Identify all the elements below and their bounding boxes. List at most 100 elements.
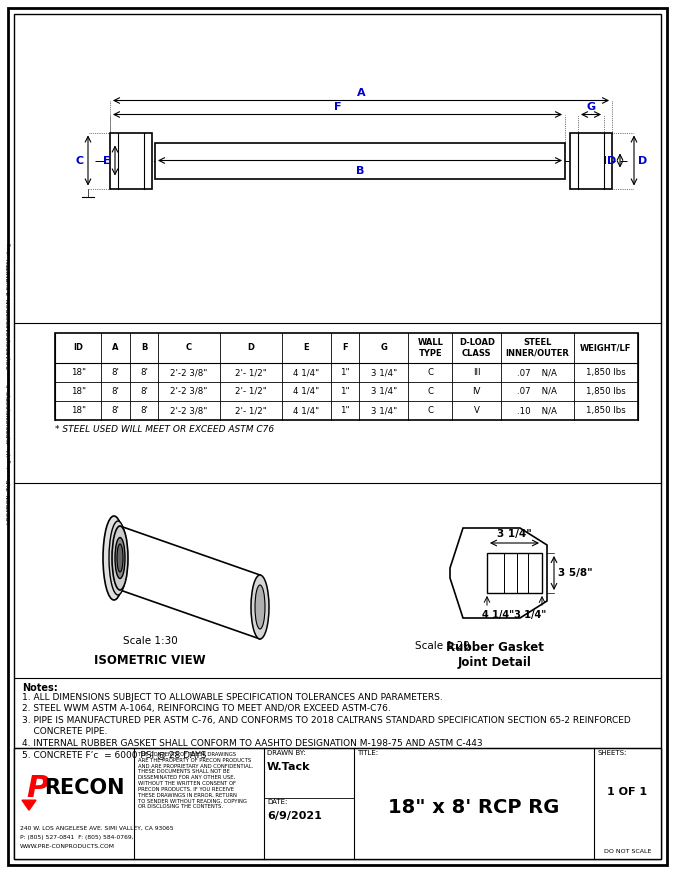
Text: 1": 1"	[340, 406, 350, 415]
Text: C: C	[427, 368, 433, 377]
Text: D: D	[638, 155, 647, 166]
Text: 4 1/4": 4 1/4"	[294, 368, 320, 377]
Bar	[110, 133, 152, 189]
Text: 2'- 1/2": 2'- 1/2"	[235, 368, 267, 377]
Ellipse shape	[251, 575, 269, 639]
Ellipse shape	[115, 538, 125, 579]
Text: III: III	[473, 368, 481, 377]
Text: .10    N/A: .10 N/A	[518, 406, 558, 415]
Text: 1,850 lbs: 1,850 lbs	[586, 368, 626, 377]
Text: G: G	[381, 343, 387, 353]
Text: WWW.PRE-CONPRODUCTS.COM: WWW.PRE-CONPRODUCTS.COM	[20, 843, 115, 849]
Text: V: V	[474, 406, 480, 415]
Text: 4 1/4"3 1/4": 4 1/4"3 1/4"	[483, 610, 547, 620]
Text: * STEEL USED WILL MEET OR EXCEED ASTM C76: * STEEL USED WILL MEET OR EXCEED ASTM C7…	[55, 425, 274, 434]
Ellipse shape	[112, 526, 128, 590]
Text: W.Tack: W.Tack	[267, 762, 310, 772]
Text: 18": 18"	[71, 406, 86, 415]
Text: IV: IV	[472, 387, 481, 396]
Text: 2'-2 3/8": 2'-2 3/8"	[171, 368, 208, 377]
Text: 18" x 8' RCP RG: 18" x 8' RCP RG	[388, 798, 560, 817]
Text: 240 W. LOS ANGELESE AVE. SIMI VALLEY, CA 93065: 240 W. LOS ANGELESE AVE. SIMI VALLEY, CA…	[20, 826, 173, 831]
Text: 18": 18"	[71, 387, 86, 396]
Text: DRAWN BY:: DRAWN BY:	[267, 750, 306, 756]
Text: 3 1/4": 3 1/4"	[371, 387, 397, 396]
Text: 3 1/4": 3 1/4"	[371, 368, 397, 377]
Bar	[14, 748, 661, 859]
Text: 6/9/2021: 6/9/2021	[267, 811, 322, 821]
Ellipse shape	[109, 521, 127, 595]
Bar	[55, 333, 638, 420]
Text: Notes:: Notes:	[22, 683, 58, 693]
Text: C: C	[427, 406, 433, 415]
Text: B: B	[141, 343, 147, 353]
Text: C: C	[186, 343, 192, 353]
Text: F: F	[342, 343, 348, 353]
Text: 1 OF 1: 1 OF 1	[608, 787, 647, 797]
Text: DATE:: DATE:	[267, 799, 288, 805]
Bar	[570, 133, 612, 189]
Ellipse shape	[103, 516, 125, 600]
Text: WEIGHT/LF: WEIGHT/LF	[580, 343, 631, 353]
Text: 3 1/4": 3 1/4"	[497, 529, 532, 539]
Text: STEEL
INNER/OUTER: STEEL INNER/OUTER	[506, 339, 569, 358]
Ellipse shape	[255, 585, 265, 629]
Text: 1. ALL DIMENSIONS SUBJECT TO ALLOWABLE SPECIFICATION TOLERANCES AND PARAMETERS.: 1. ALL DIMENSIONS SUBJECT TO ALLOWABLE S…	[22, 693, 443, 702]
Text: ID: ID	[603, 155, 616, 166]
Text: 8': 8'	[140, 387, 148, 396]
Text: 2'-2 3/8": 2'-2 3/8"	[171, 406, 208, 415]
Text: P: (805) 527-0841  F: (805) 584-0769,: P: (805) 527-0841 F: (805) 584-0769,	[20, 835, 134, 840]
Text: A: A	[356, 87, 365, 98]
Text: G: G	[587, 101, 595, 112]
Text: E: E	[304, 343, 309, 353]
Text: RECON: RECON	[44, 778, 124, 798]
Text: 4 1/4": 4 1/4"	[294, 406, 320, 415]
Text: 8': 8'	[111, 368, 119, 377]
Ellipse shape	[117, 544, 123, 572]
Text: SHEETS:: SHEETS:	[597, 750, 626, 756]
Text: 2. STEEL WWM ASTM A-1064, REINFORCING TO MEET AND/OR EXCEED ASTM-C76.: 2. STEEL WWM ASTM A-1064, REINFORCING TO…	[22, 705, 391, 713]
Text: C: C	[427, 387, 433, 396]
Text: 8': 8'	[140, 368, 148, 377]
Text: B: B	[356, 166, 365, 175]
Text: WALL
TYPE: WALL TYPE	[417, 339, 443, 358]
Polygon shape	[450, 528, 547, 618]
Text: DO NOT SCALE: DO NOT SCALE	[604, 849, 651, 854]
Text: LOCATION: T:\Drawings\Vault\DESIGNS\RCP\Caltrans RG\18RG\RG18RCPRGFL-8 SUBMITTAL: LOCATION: T:\Drawings\Vault\DESIGNS\RCP\…	[7, 243, 13, 524]
Text: P: P	[26, 773, 49, 802]
Text: 8': 8'	[111, 406, 119, 415]
Text: .07    N/A: .07 N/A	[518, 368, 558, 377]
Text: ISOMETRIC VIEW: ISOMETRIC VIEW	[95, 654, 206, 667]
Bar	[487, 553, 542, 593]
Text: 18": 18"	[71, 368, 86, 377]
Text: 5. CONCRETE F’c  = 6000 PSI @ 28 DAYS: 5. CONCRETE F’c = 6000 PSI @ 28 DAYS	[22, 751, 207, 760]
Text: A: A	[112, 343, 119, 353]
Text: 2'- 1/2": 2'- 1/2"	[235, 387, 267, 396]
Text: 3 1/4": 3 1/4"	[371, 406, 397, 415]
Text: D-LOAD
CLASS: D-LOAD CLASS	[459, 339, 495, 358]
Text: 1": 1"	[340, 368, 350, 377]
Text: 4. INTERNAL RUBBER GASKET SHALL CONFORM TO AASHTO DESIGNATION M-198-75 AND ASTM : 4. INTERNAL RUBBER GASKET SHALL CONFORM …	[22, 739, 483, 748]
Text: 2'- 1/2": 2'- 1/2"	[235, 406, 267, 415]
Text: 3. PIPE IS MANUFACTURED PER ASTM C-76, AND CONFORMS TO 2018 CALTRANS STANDARD SP: 3. PIPE IS MANUFACTURED PER ASTM C-76, A…	[22, 716, 630, 725]
Text: 8': 8'	[140, 406, 148, 415]
Text: D: D	[248, 343, 254, 353]
Text: CONCRETE PIPE.: CONCRETE PIPE.	[22, 727, 107, 737]
Text: 4 1/4": 4 1/4"	[294, 387, 320, 396]
Text: C: C	[76, 155, 84, 166]
Text: 1": 1"	[340, 387, 350, 396]
Text: THE CONTENTS OF THESE DRAWINGS
ARE THE PROPERTY OF PRECON PRODUCTS
AND ARE PROPR: THE CONTENTS OF THESE DRAWINGS ARE THE P…	[138, 752, 253, 809]
Text: ID: ID	[73, 343, 83, 353]
Text: .07    N/A: .07 N/A	[518, 387, 558, 396]
Text: 1,850 lbs: 1,850 lbs	[586, 387, 626, 396]
Text: Scale 1:20: Scale 1:20	[415, 641, 470, 651]
Bar	[155, 142, 565, 178]
Text: Scale 1:30: Scale 1:30	[123, 636, 178, 646]
Text: 8': 8'	[111, 387, 119, 396]
Text: Rubber Gasket
Joint Detail: Rubber Gasket Joint Detail	[446, 641, 544, 669]
Text: E: E	[103, 155, 111, 166]
Text: 3 5/8": 3 5/8"	[558, 568, 593, 578]
Text: 1,850 lbs: 1,850 lbs	[586, 406, 626, 415]
Text: 2'-2 3/8": 2'-2 3/8"	[171, 387, 208, 396]
Text: F: F	[333, 101, 342, 112]
